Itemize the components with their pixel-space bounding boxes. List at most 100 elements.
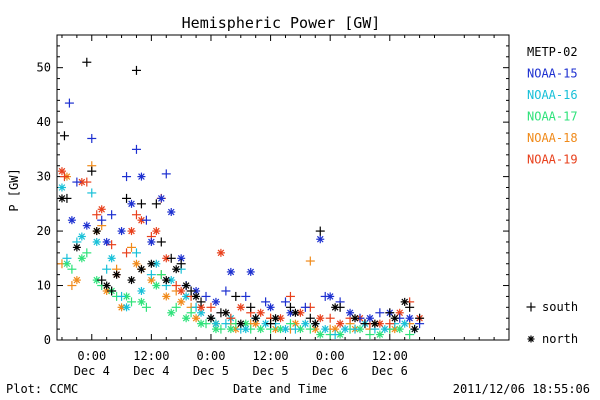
- data-point-south: [325, 313, 335, 323]
- data-point-south: [107, 210, 117, 220]
- marker-legend: south north: [526, 300, 578, 346]
- chart-title: Hemispheric Power [GW]: [182, 14, 381, 32]
- data-point-south: [350, 324, 360, 334]
- data-point-south: [241, 291, 251, 301]
- data-point-north: [365, 314, 374, 323]
- data-point-north: [291, 308, 300, 317]
- data-point-north: [281, 325, 290, 334]
- data-point-south: [201, 291, 211, 301]
- data-point-south: [171, 281, 181, 291]
- data-point-south: [385, 308, 395, 318]
- data-point-south: [107, 286, 117, 296]
- y-axis-ticks: 0 10 20 30 40 50: [37, 34, 509, 347]
- data-point-north: [102, 237, 111, 246]
- x-tick-label-date: Dec 6: [312, 364, 348, 378]
- data-point-south: [335, 302, 345, 312]
- data-point-north: [336, 319, 345, 328]
- data-point-north: [221, 308, 230, 317]
- north-marker-star: [527, 335, 535, 343]
- data-point-south: [122, 193, 132, 203]
- data-point-south: [161, 169, 171, 179]
- data-point-south: [216, 308, 226, 318]
- data-point-north: [226, 325, 235, 334]
- legend-entry: METP-02: [527, 45, 578, 59]
- data-point-north: [192, 292, 201, 301]
- data-point-south: [166, 253, 176, 263]
- data-point-north: [172, 265, 181, 274]
- north-marker-label: north: [542, 332, 578, 346]
- data-point-south: [375, 308, 385, 318]
- data-point-south: [305, 324, 315, 334]
- data-point-south: [176, 259, 186, 269]
- x-axis-label: Date and Time: [233, 382, 327, 396]
- data-point-south: [127, 242, 137, 252]
- data-point-south: [405, 330, 415, 340]
- data-point-north: [276, 325, 285, 334]
- data-point-north: [346, 308, 355, 317]
- data-point-south: [136, 199, 146, 209]
- data-point-north: [271, 314, 280, 323]
- data-point-north: [301, 319, 310, 328]
- data-point-south: [64, 98, 74, 108]
- y-tick-label: 10: [37, 279, 51, 293]
- data-point-north: [137, 172, 146, 181]
- data-point-north: [241, 325, 250, 334]
- data-point-north: [400, 319, 409, 328]
- data-point-north: [67, 216, 76, 225]
- data-point-north: [336, 330, 345, 339]
- data-point-south: [365, 330, 375, 340]
- data-point-north: [147, 259, 156, 268]
- y-tick-label: 30: [37, 170, 51, 184]
- data-point-north: [127, 199, 136, 208]
- data-point-north: [177, 297, 186, 306]
- legend-entry: NOAA-17: [527, 110, 578, 124]
- data-point-south: [156, 270, 166, 280]
- data-point-south: [285, 291, 295, 301]
- data-point-south: [280, 297, 290, 307]
- data-point-south: [186, 286, 196, 296]
- data-point-south: [59, 172, 69, 182]
- data-point-north: [286, 308, 295, 317]
- data-point-south: [186, 308, 196, 318]
- data-point-south: [67, 281, 77, 291]
- x-tick-label-time: 0:00: [316, 349, 345, 363]
- legend-entry: NOAA-15: [527, 67, 578, 81]
- data-point-south: [216, 324, 226, 334]
- data-point-north: [216, 248, 225, 257]
- data-point-north: [137, 286, 146, 295]
- legend: METP-02 NOAA-15 NOAA-16 NOAA-17 NOAA-18 NOAA-…: [527, 45, 578, 167]
- data-point-north: [296, 308, 305, 317]
- data-point-north: [395, 325, 404, 334]
- data-point-north: [77, 254, 86, 263]
- plot-credit: Plot: CCMC: [6, 382, 78, 396]
- data-point-north: [102, 281, 111, 290]
- data-point-north: [132, 259, 141, 268]
- x-tick-label-date: Dec 4: [74, 364, 110, 378]
- data-point-north: [341, 325, 350, 334]
- legend-entry: NOAA-18: [527, 131, 578, 145]
- data-point-north: [77, 232, 86, 241]
- data-point-north: [226, 267, 235, 276]
- data-point-north: [167, 308, 176, 317]
- data-point-north: [380, 325, 389, 334]
- north-marker-symbol: [527, 335, 535, 343]
- data-point-north: [261, 319, 270, 328]
- data-point-north: [236, 303, 245, 312]
- data-point-north: [311, 319, 320, 328]
- data-point-north: [107, 254, 116, 263]
- data-point-south: [97, 275, 107, 285]
- data-point-south: [385, 319, 395, 329]
- data-point-north: [182, 281, 191, 290]
- data-point-north: [157, 194, 166, 203]
- data-point-north: [251, 314, 260, 323]
- data-point-south: [87, 188, 97, 198]
- x-tick-label-time: 0:00: [197, 349, 226, 363]
- data-point-north: [97, 205, 106, 214]
- data-point-south: [261, 297, 271, 307]
- data-point-north: [72, 276, 81, 285]
- data-point-south: [146, 270, 156, 280]
- data-point-north: [400, 297, 409, 306]
- data-point-north: [211, 297, 220, 306]
- x-tick-label-time: 12:00: [372, 349, 408, 363]
